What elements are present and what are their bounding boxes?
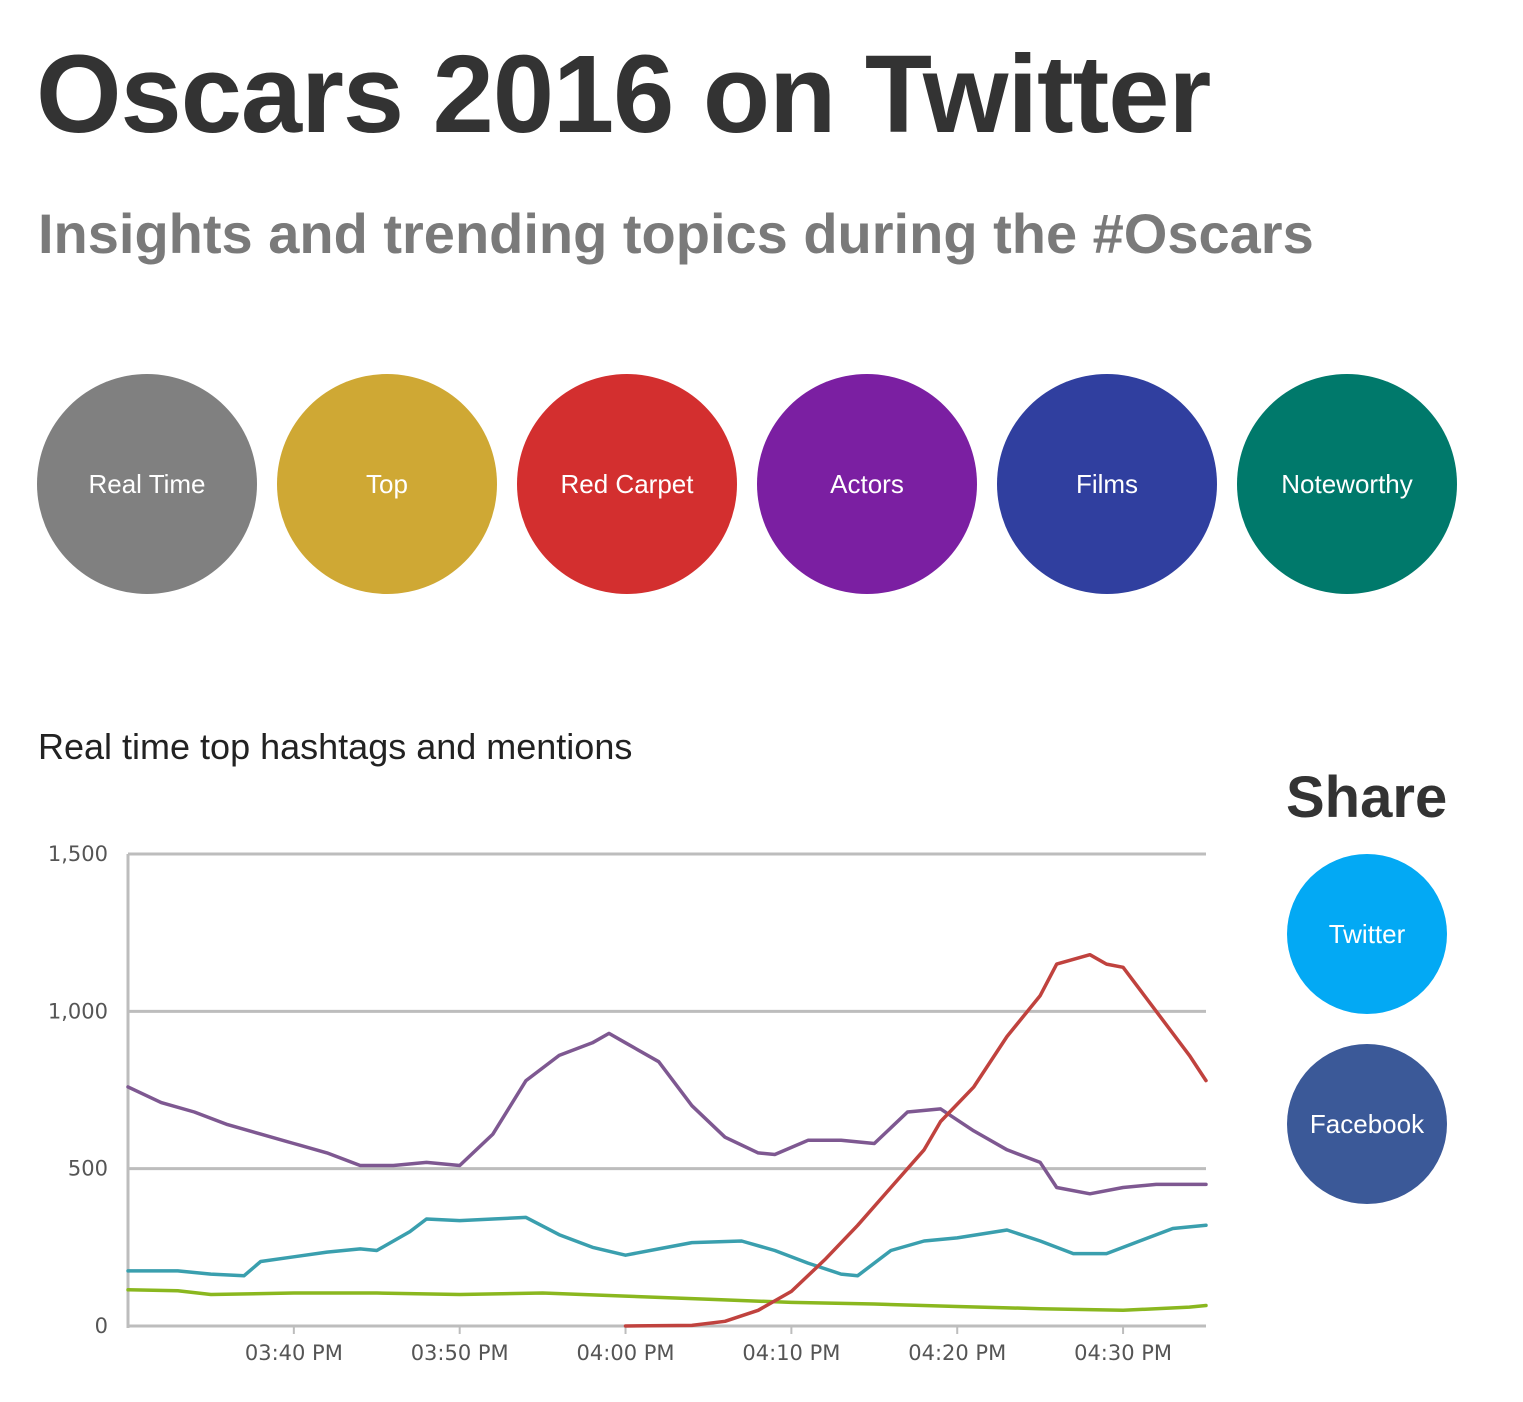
- category-real-time-button[interactable]: Real Time: [37, 374, 257, 594]
- share-facebook-button[interactable]: Facebook: [1287, 1044, 1447, 1204]
- y-tick-label: 1,000: [48, 999, 108, 1023]
- share-heading: Share: [1286, 765, 1448, 830]
- chart-heading: Real time top hashtags and mentions: [38, 726, 633, 767]
- category-label: Actors: [830, 468, 904, 499]
- page-title: Oscars 2016 on Twitter: [36, 33, 1211, 156]
- y-tick-label: 500: [68, 1157, 108, 1181]
- x-tick-label: 04:00 PM: [577, 1341, 675, 1365]
- category-actors-button[interactable]: Actors: [757, 374, 977, 594]
- x-tick-label: 04:30 PM: [1074, 1341, 1172, 1365]
- x-tick-label: 04:20 PM: [908, 1341, 1006, 1365]
- x-tick-label: 03:50 PM: [411, 1341, 509, 1365]
- category-label: Red Carpet: [560, 468, 694, 499]
- share-twitter-button[interactable]: Twitter: [1287, 854, 1447, 1014]
- page-subtitle: Insights and trending topics during the …: [38, 202, 1314, 265]
- category-label: Top: [366, 468, 408, 499]
- y-tick-label: 0: [95, 1314, 108, 1338]
- series-line: [126, 1031, 1208, 1196]
- category-label: Noteworthy: [1281, 468, 1413, 499]
- x-tick-label: 04:10 PM: [742, 1341, 840, 1365]
- category-noteworthy-button[interactable]: Noteworthy: [1237, 374, 1457, 594]
- category-red-carpet-button[interactable]: Red Carpet: [517, 374, 737, 594]
- series-line: [623, 952, 1208, 1328]
- category-label: Real Time: [88, 468, 206, 499]
- category-top-button[interactable]: Top: [277, 374, 497, 594]
- share-twitter-label: Twitter: [1328, 918, 1406, 949]
- line-chart: 0 500 1,000 1,500 03:40 PM 03:50 PM 04:00 PM 04…: [48, 842, 1208, 1365]
- share-facebook-label: Facebook: [1309, 1108, 1425, 1139]
- category-label: Films: [1075, 468, 1139, 499]
- series-line: [126, 1215, 1208, 1278]
- series-line: [126, 1288, 1208, 1313]
- category-films-button[interactable]: Films: [997, 374, 1217, 594]
- x-tick-label: 03:40 PM: [245, 1341, 343, 1365]
- y-tick-label: 1,500: [48, 842, 108, 866]
